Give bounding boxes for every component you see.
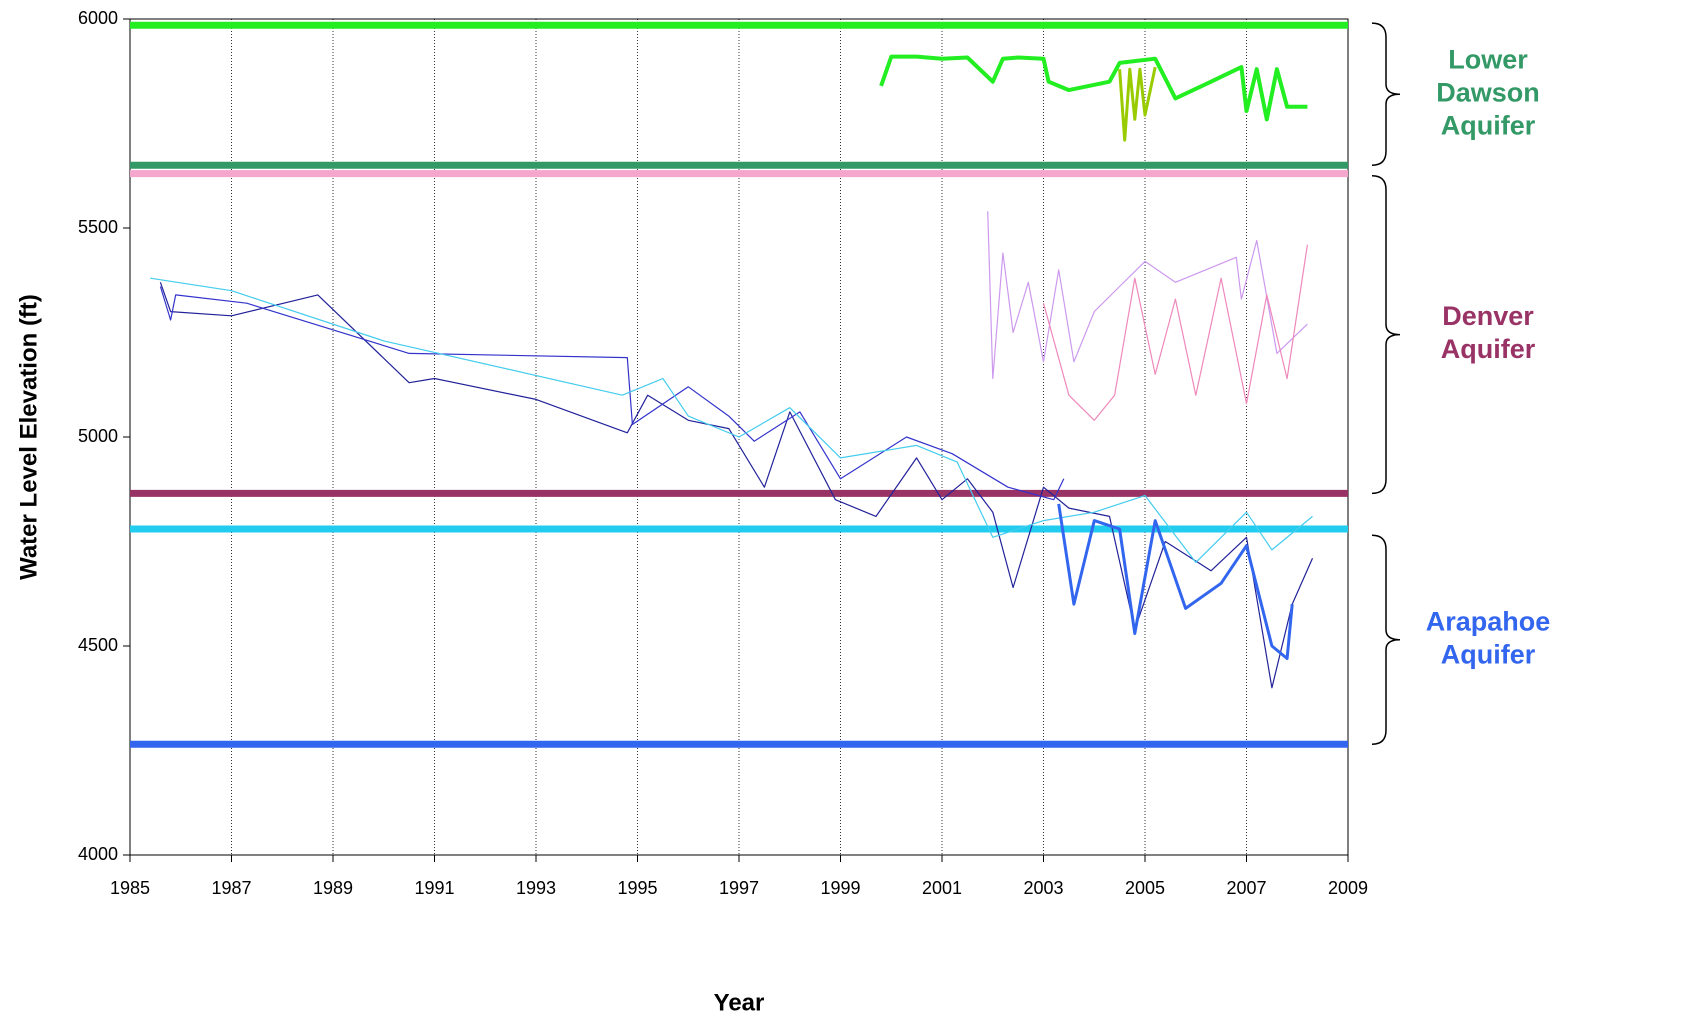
x-tick-label: 1995 [617,878,657,898]
aquifer-label: Lower [1448,44,1528,74]
series-line [879,54,1308,122]
aquifer-label: Aquifer [1441,639,1536,669]
x-tick-label: 2001 [922,878,962,898]
y-axis-label: Water Level Elevation (ft) [15,294,42,580]
x-axis-label: Year [714,989,765,1016]
aquifer-label: Aquifer [1441,110,1536,140]
series-line [1118,66,1157,142]
x-tick-label: 1997 [719,878,759,898]
x-tick-label: 1985 [110,878,150,898]
brace [1371,534,1401,745]
x-tick-label: 1999 [820,878,860,898]
series-line [150,277,1313,563]
x-tick-label: 1989 [313,878,353,898]
series-line [159,282,1314,689]
series-line [987,211,1308,380]
series-line [1042,244,1308,421]
x-tick-label: 2007 [1226,878,1266,898]
brace [1371,22,1401,167]
x-tick-label: 2005 [1125,878,1165,898]
x-tick-label: 2003 [1023,878,1063,898]
series-line [159,286,1065,501]
x-tick-label: 2009 [1328,878,1368,898]
y-tick-label: 5000 [78,426,118,446]
y-tick-label: 4000 [78,844,118,864]
aquifer-label: Aquifer [1441,334,1536,364]
x-tick-label: 1987 [211,878,251,898]
aquifer-label: Arapahoe [1426,606,1551,636]
x-tick-label: 1991 [414,878,454,898]
aquifer-label: Dawson [1436,77,1540,107]
series-line [1057,503,1294,660]
brace [1371,175,1401,495]
x-tick-label: 1993 [516,878,556,898]
plot-frame [129,18,1349,856]
y-tick-label: 4500 [78,635,118,655]
aquifer-label: Denver [1442,301,1534,331]
y-tick-label: 6000 [78,8,118,28]
y-tick-label: 5500 [78,217,118,237]
